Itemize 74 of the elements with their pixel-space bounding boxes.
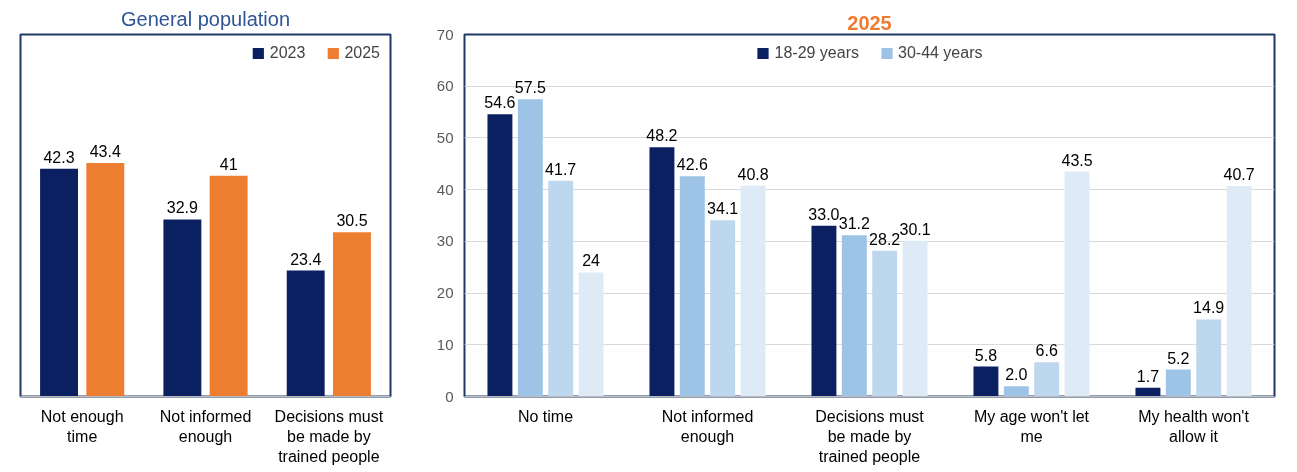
- legend-label: 2025: [344, 44, 380, 62]
- y-tick-label: 30: [436, 232, 454, 250]
- data-label: 43.5: [1061, 151, 1093, 169]
- x-tick-label: Not enough time: [40, 407, 124, 445]
- bar: [487, 114, 513, 397]
- data-label: 41: [219, 155, 238, 173]
- bar: [1165, 369, 1191, 397]
- chart-title: 2025: [847, 11, 892, 34]
- data-label: 14.9: [1193, 299, 1225, 317]
- x-tick-label: Not informed enough: [661, 407, 754, 445]
- bar: [902, 240, 928, 397]
- data-label: 57.5: [514, 79, 546, 97]
- chart-title: General population: [120, 7, 291, 30]
- data-label: 48.2: [646, 127, 678, 145]
- y-tick-label: 10: [436, 335, 454, 353]
- bar: [679, 176, 705, 397]
- bar: [1135, 387, 1161, 397]
- bar: [1003, 386, 1029, 397]
- x-tick-label: Decisions must be made by trained people: [274, 407, 384, 466]
- x-tick-label: Not informed enough: [159, 407, 252, 445]
- data-label: 30.5: [336, 212, 368, 230]
- data-label: 40.8: [737, 165, 769, 183]
- x-tick-label: My age won't let me: [973, 407, 1090, 445]
- bar: [548, 180, 574, 397]
- y-tick-label: 40: [436, 180, 454, 198]
- legend-label: 18-29 years: [774, 44, 859, 62]
- data-label: 42.3: [43, 148, 75, 166]
- data-label: 1.7: [1136, 367, 1160, 385]
- bar: [40, 168, 78, 397]
- bar: [286, 270, 325, 397]
- bar: [710, 220, 736, 397]
- data-label: 32.9: [166, 199, 199, 217]
- bar: [333, 232, 371, 397]
- data-label: 24: [582, 252, 601, 270]
- data-label: 40.7: [1223, 166, 1255, 184]
- bar: [1034, 362, 1060, 397]
- y-tick-label: 50: [436, 128, 454, 146]
- bar: [209, 175, 248, 397]
- bar: [649, 147, 675, 397]
- data-label: 33.0: [808, 205, 840, 223]
- legend-label: 30-44 years: [898, 44, 983, 62]
- data-label: 31.2: [838, 215, 870, 233]
- bar: [841, 235, 867, 397]
- data-label: 23.4: [290, 250, 322, 268]
- data-label: 5.2: [1167, 349, 1190, 367]
- bar: [517, 99, 543, 397]
- y-tick-label: 0: [445, 387, 454, 405]
- bar: [163, 219, 202, 397]
- x-tick-label: My health won't allow it: [1138, 407, 1250, 445]
- data-label: 54.6: [484, 94, 516, 112]
- data-label: 28.2: [869, 230, 901, 248]
- data-label: 5.8: [974, 346, 998, 364]
- data-label: 42.6: [676, 156, 708, 174]
- y-tick-label: 60: [436, 77, 454, 95]
- bar: [1064, 171, 1090, 397]
- x-tick-label: No time: [517, 407, 574, 425]
- bar: [973, 366, 999, 397]
- bar: [86, 162, 125, 397]
- bar: [578, 272, 604, 397]
- data-label: 34.1: [707, 200, 739, 218]
- y-tick-label: 70: [436, 25, 454, 43]
- data-label: 41.7: [545, 160, 577, 178]
- bar: [1196, 319, 1222, 397]
- bar: [1226, 186, 1252, 397]
- legend-label: 2023: [269, 44, 306, 62]
- data-label: 2.0: [1005, 366, 1028, 384]
- data-label: 6.6: [1035, 342, 1058, 360]
- bar: [872, 250, 898, 397]
- bar: [811, 225, 837, 397]
- data-label: 30.1: [899, 220, 931, 238]
- y-tick-label: 20: [436, 284, 454, 302]
- x-tick-label: Decisions must be made by trained people: [815, 407, 925, 466]
- data-label: 43.4: [89, 142, 121, 160]
- bar: [740, 185, 766, 397]
